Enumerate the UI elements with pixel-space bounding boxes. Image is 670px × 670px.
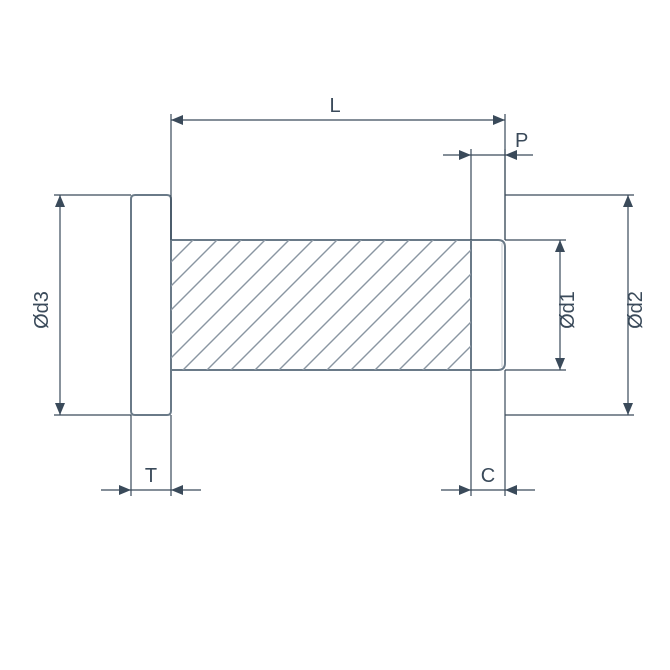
dim-arrow (171, 115, 183, 125)
hatch-line (0, 200, 113, 410)
hatch-line (71, 200, 281, 410)
dim-arrow (459, 150, 471, 160)
hatch-line (431, 200, 641, 410)
dim-arrow (171, 485, 183, 495)
hatch-line (359, 200, 569, 410)
dim-arrow (555, 358, 565, 370)
hatch-line (0, 200, 137, 410)
dim-label: Ød1 (557, 291, 579, 329)
dim-arrow (493, 115, 505, 125)
dim-label: L (329, 95, 340, 117)
dim-arrow (623, 195, 633, 207)
dim-label: T (145, 465, 157, 487)
part-head (131, 195, 171, 415)
hatch-line (47, 200, 257, 410)
dim-arrow (505, 485, 517, 495)
dim-arrow (55, 403, 65, 415)
hatch-line (119, 200, 329, 410)
hatch-line (0, 200, 161, 410)
dim-label: Ød2 (625, 291, 647, 329)
hatch-line (335, 200, 545, 410)
dim-arrow (623, 403, 633, 415)
hatch-line (0, 200, 185, 410)
dim-label: P (515, 130, 528, 152)
hatch-line (167, 200, 377, 410)
engineering-drawing: L P Ød3 Ød1 Ød2 T C (0, 0, 670, 670)
dim-arrow (459, 485, 471, 495)
dim-arrow (55, 195, 65, 207)
dim-arrow (555, 240, 565, 252)
dim-label: C (481, 465, 495, 487)
dim-label: Ød3 (31, 291, 53, 329)
hatch-line (407, 200, 617, 410)
hatch-line (95, 200, 305, 410)
hatch-line (287, 200, 497, 410)
hatch-line (23, 200, 233, 410)
hatch-line (143, 200, 353, 410)
hatch-line (311, 200, 521, 410)
hatch-line (263, 200, 473, 410)
hatch-line (191, 200, 401, 410)
dim-arrow (119, 485, 131, 495)
hatch-line (215, 200, 425, 410)
hatch-line (239, 200, 449, 410)
